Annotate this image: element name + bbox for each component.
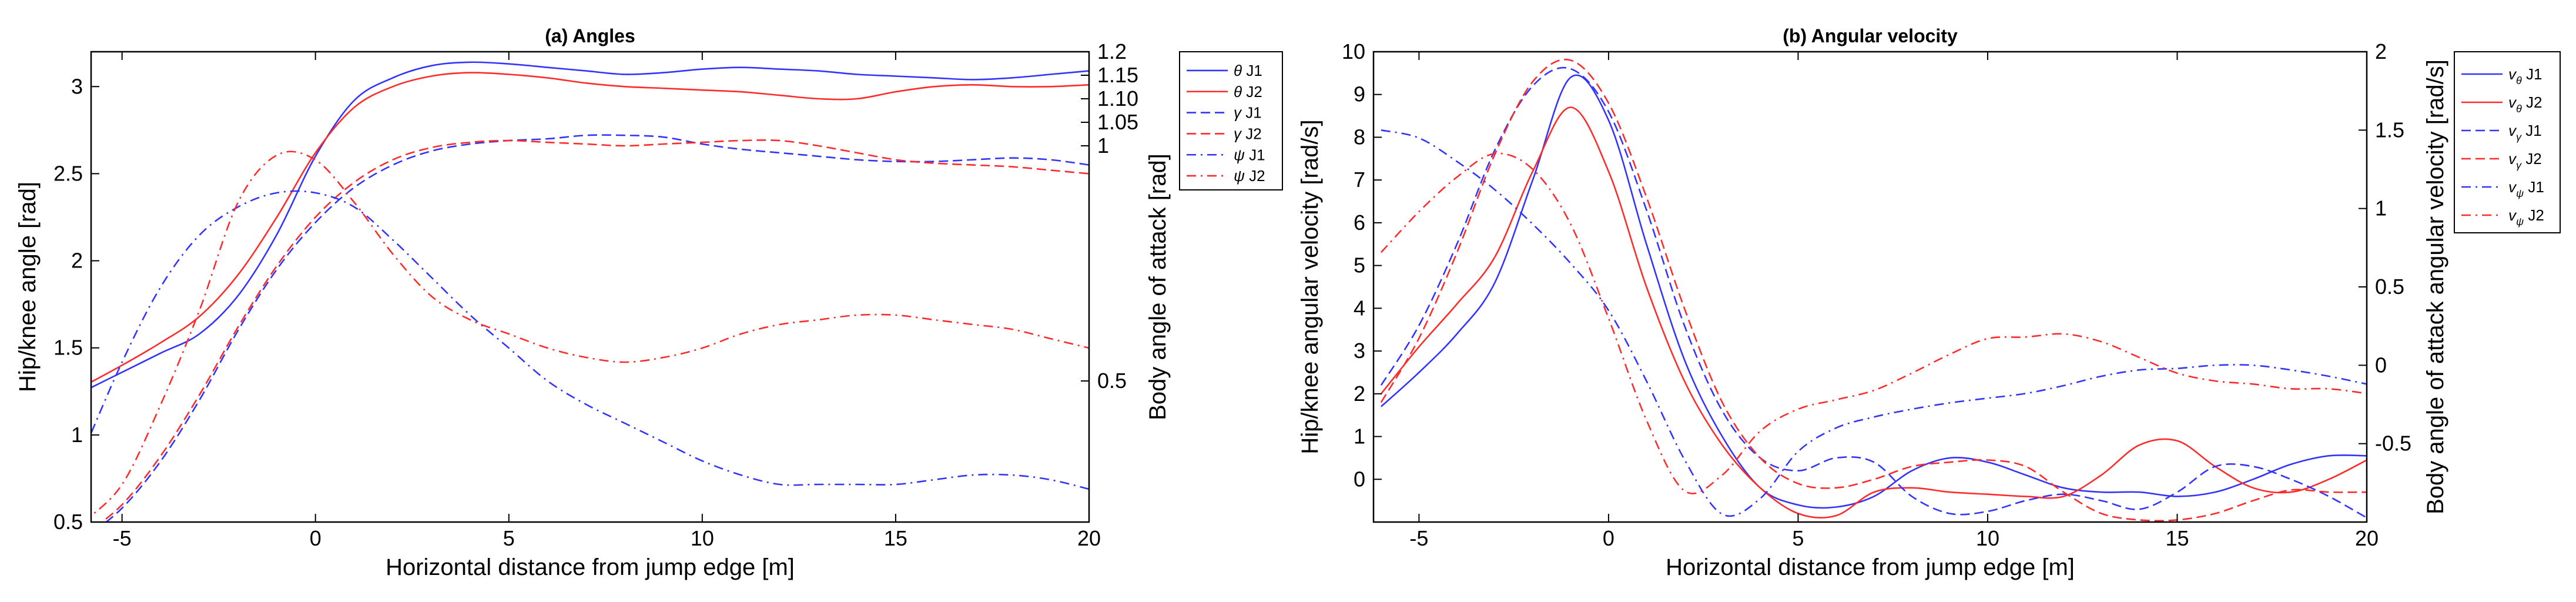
x-tick-label: -5 (1409, 526, 1428, 550)
series-line-vθ-j2 (1380, 106, 2367, 519)
legend-label: vγ J1 (2508, 122, 2542, 143)
y-tick-label: 10 (1342, 39, 1365, 63)
x-tick-label: 10 (1976, 526, 1999, 550)
x-tick-label: -5 (113, 526, 132, 550)
y-tick-label: 1.5 (53, 336, 83, 360)
y2-tick-label: 1.5 (2375, 118, 2404, 142)
x-tick-label: 20 (2355, 526, 2379, 550)
legend-label: vθ J2 (2508, 93, 2542, 115)
y-tick-label: 9 (1354, 82, 1365, 106)
y-tick-label: 3 (1354, 339, 1365, 363)
y-tick-label: 2 (71, 249, 83, 273)
y2-tick-label: 0 (2375, 353, 2387, 377)
legend-label: vψ J2 (2508, 206, 2544, 228)
y-tick-label: 7 (1354, 168, 1365, 192)
y2-tick-label: 2 (2375, 39, 2387, 63)
series-line-θ-j1 (91, 61, 1089, 389)
x-tick-label: 10 (691, 526, 714, 550)
legend-label: θ J1 (1234, 62, 1262, 79)
y2-tick-label: 1.2 (1097, 39, 1127, 63)
series-line-vψ-j2 (1380, 152, 2367, 494)
x-tick-label: 15 (2165, 526, 2189, 550)
series-line-vγ-j1 (1380, 66, 2367, 519)
legend-label: γ J1 (1234, 104, 1262, 122)
series-line-ψ-j2 (91, 150, 1089, 517)
x-tick-label: 20 (1077, 526, 1101, 550)
series-line-γ-j2 (101, 139, 1089, 522)
y2-tick-label: 1.10 (1097, 86, 1138, 111)
x-axis-label: Horizontal distance from jump edge [m] (1666, 554, 2075, 580)
chart-title: (a) Angles (545, 25, 635, 46)
legend-label: vθ J1 (2508, 65, 2542, 86)
y-tick-label: 0.5 (53, 510, 83, 534)
angular-velocity-panel: (b) Angular velocity -5 0 5 10 15 20012345678… (1297, 25, 2561, 580)
series-line-vθ-j1 (1381, 74, 2367, 509)
x-tick-label: 0 (1603, 526, 1614, 550)
angles-panel: (a) Angles -5 0 5 10 15 200.511.522.530.511.0… (15, 25, 1283, 580)
x-axis-label: Horizontal distance from jump edge [m] (386, 554, 795, 580)
y2-axis-label: Body angle of attack angular velocity [r… (2423, 59, 2448, 514)
x-tick-label: 0 (310, 526, 321, 550)
y-tick-label: 4 (1354, 296, 1365, 320)
legend-label: vψ J1 (2508, 178, 2544, 199)
y-tick-label: 5 (1354, 253, 1365, 277)
y-tick-label: 1 (71, 423, 83, 447)
y-tick-label: 2.5 (53, 161, 83, 185)
legend-label: γ J2 (1234, 125, 1262, 142)
y2-tick-label: 0.5 (1097, 369, 1127, 393)
y-tick-label: 3 (71, 74, 83, 98)
y2-tick-label: 1 (1097, 133, 1109, 158)
y-tick-label: 8 (1354, 125, 1365, 149)
chart-title: (b) Angular velocity (1783, 25, 1958, 46)
legend-label: vγ J2 (2508, 150, 2542, 171)
y-axis-label: Hip/knee angle [rad] (15, 182, 41, 392)
y2-axis-label: Body angle of attack [rad] (1145, 153, 1171, 420)
legend: vθ J1 vθ J2 vγ J1 vγ J2 vψ J1 vψ J2 (2454, 51, 2561, 233)
plot-frame (90, 51, 1090, 523)
y-tick-label: 1 (1354, 424, 1365, 449)
legend-label: ψ J1 (1234, 146, 1265, 163)
series-line-vγ-j2 (1380, 59, 2367, 522)
legend: θ J1 θ J2 γ J1 γ J2 ψ J1 ψ J2 (1179, 51, 1283, 190)
y2-tick-label: -0.5 (2375, 432, 2411, 456)
x-tick-label: 5 (1792, 526, 1804, 550)
y-tick-label: 2 (1354, 382, 1365, 406)
plot-frame (1372, 51, 2368, 523)
legend-label: ψ J2 (1234, 167, 1265, 185)
series-line-ψ-j1 (91, 190, 1089, 490)
legend-box (2454, 51, 2561, 233)
y-tick-label: 6 (1354, 210, 1365, 235)
y2-tick-label: 1.15 (1097, 63, 1138, 87)
x-tick-label: 15 (884, 526, 907, 550)
legend-label: θ J2 (1234, 83, 1262, 101)
y2-tick-label: 0.5 (2375, 275, 2404, 299)
x-tick-label: 5 (503, 526, 515, 550)
legend-box (1179, 51, 1283, 190)
series-line-vψ-j1 (1381, 129, 2367, 517)
series-line-θ-j2 (91, 72, 1089, 383)
y-axis-label: Hip/knee angular velocity [rad/s] (1297, 119, 1323, 454)
y-tick-label: 0 (1354, 467, 1365, 491)
y2-tick-label: 1.05 (1097, 110, 1138, 134)
y2-tick-label: 1 (2375, 196, 2387, 220)
